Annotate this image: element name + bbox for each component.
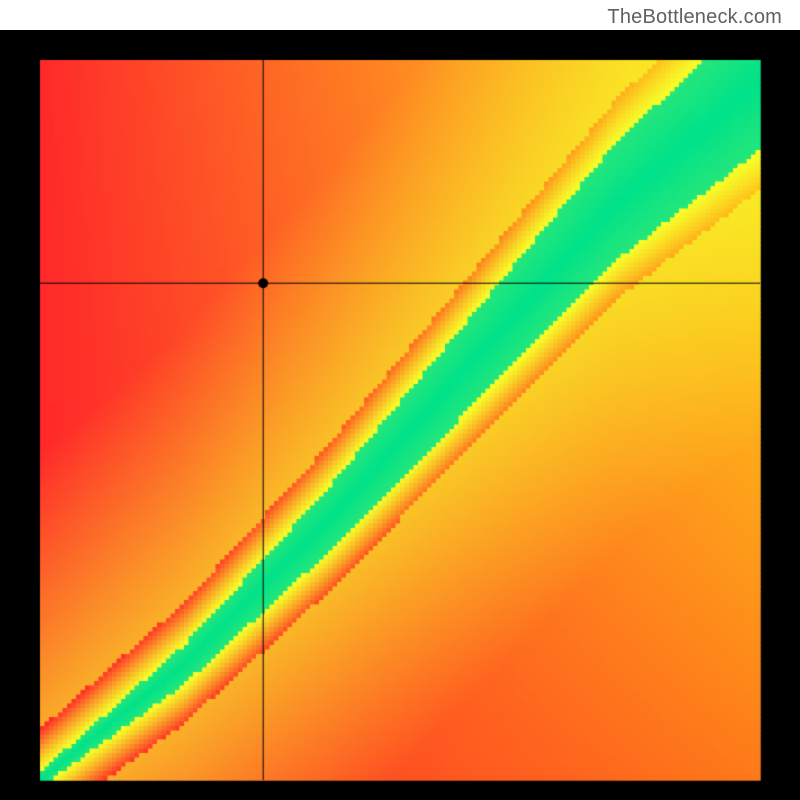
bottleneck-heatmap — [0, 30, 800, 800]
attribution-text: TheBottleneck.com — [607, 6, 782, 29]
